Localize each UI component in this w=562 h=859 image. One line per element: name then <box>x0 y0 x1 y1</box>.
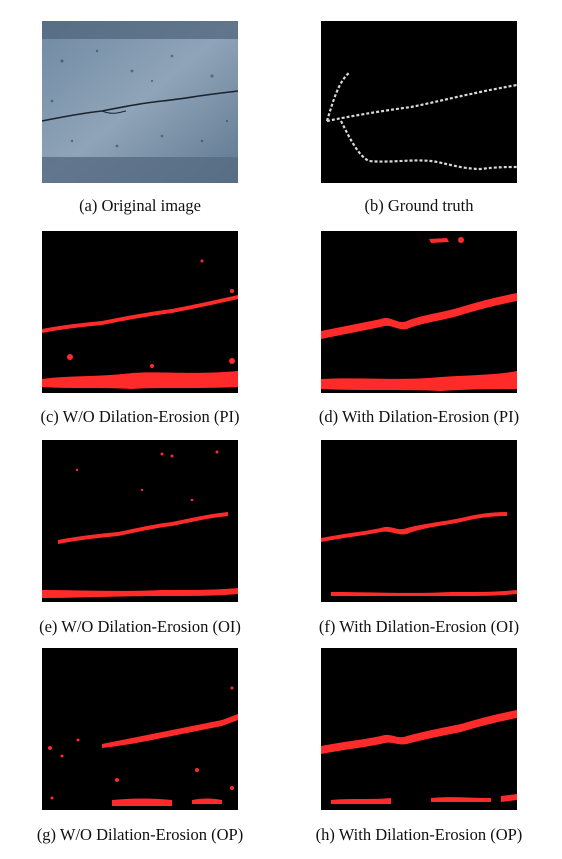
segmentation-mask-f <box>321 512 517 596</box>
crack-line <box>42 90 238 122</box>
seg-f-panel <box>321 440 517 602</box>
seg-g-panel <box>42 648 238 810</box>
caption-f: (f) With Dilation-Erosion (OI) <box>318 617 520 636</box>
caption-d: (d) With Dilation-Erosion (PI) <box>318 407 520 426</box>
caption-h: (h) With Dilation-Erosion (OP) <box>315 825 523 844</box>
caption-a: (a) Original image <box>79 196 201 215</box>
original-image-panel <box>42 21 238 183</box>
seg-h-panel <box>321 648 517 810</box>
segmentation-mask-c <box>42 259 238 389</box>
caption-g: (g) W/O Dilation-Erosion (OP) <box>36 825 244 844</box>
segmentation-mask-e <box>42 450 238 598</box>
segmentation-mask-g <box>48 686 238 806</box>
original-image <box>42 21 238 183</box>
caption-b: (b) Ground truth <box>364 196 474 215</box>
seg-d-panel <box>321 231 517 393</box>
seg-c-panel <box>42 231 238 393</box>
ground-truth-mask <box>325 72 517 171</box>
segmentation-mask-d <box>321 237 517 391</box>
caption-e: (e) W/O Dilation-Erosion (OI) <box>39 617 241 636</box>
segmentation-mask-h <box>321 710 517 804</box>
seg-e-panel <box>42 440 238 602</box>
caption-c: (c) W/O Dilation-Erosion (PI) <box>40 407 240 426</box>
ground-truth-panel <box>321 21 517 183</box>
